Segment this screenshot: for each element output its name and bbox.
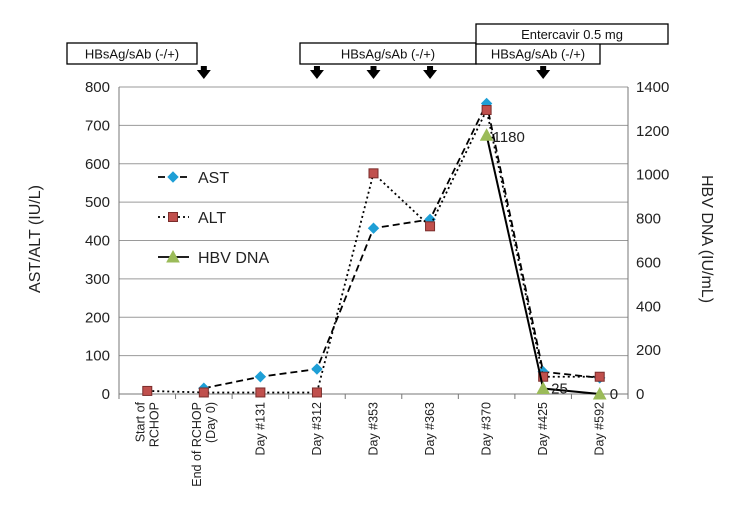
annotation-label: Entercavir 0.5 mg <box>521 27 623 42</box>
data-point-square <box>594 371 605 382</box>
x-tick-label: RCHOP <box>147 402 161 447</box>
series-line <box>203 100 600 390</box>
y-tick-label: 500 <box>85 194 110 211</box>
data-label: 1180 <box>493 129 525 146</box>
data-point-square <box>368 168 379 179</box>
y2-tick-label: 200 <box>636 342 661 359</box>
y2-tick-label: 0 <box>636 386 644 403</box>
legend-label: ALT <box>198 210 226 227</box>
down-arrow-icon <box>196 66 211 79</box>
y-tick-label: 200 <box>85 309 110 326</box>
data-point-square <box>481 105 492 116</box>
y-tick-label: 700 <box>85 117 110 134</box>
x-tick-label: Day #425 <box>536 402 550 456</box>
y-tick-label: 400 <box>85 233 110 250</box>
data-point-diamond <box>311 363 323 375</box>
x-tick-label: End of RCHOP <box>190 402 204 487</box>
grid <box>119 86 628 357</box>
down-arrow-icon <box>309 66 324 79</box>
x-tick-label: Day #370 <box>480 402 494 456</box>
data-point-diamond <box>167 171 179 183</box>
x-tick-label: Day #312 <box>310 402 324 456</box>
annotation-box <box>475 23 669 45</box>
annotation-label: HBsAg/sAb (-/+) <box>85 47 179 62</box>
y-tick-label: 800 <box>85 79 110 96</box>
data-point-square <box>311 387 322 398</box>
x-tick-label: Day #363 <box>423 402 437 456</box>
legend: AST ALT HBV DNA <box>158 170 269 267</box>
down-arrow-icon <box>366 66 381 79</box>
annotations: HBsAg/sAb (-/+) HBsAg/sAb (-/+) HBsAg/sAb … <box>66 23 669 79</box>
data-point-triangle <box>479 128 494 141</box>
y2-tick-label: 800 <box>636 211 661 228</box>
annotation-label: HBsAg/sAb (-/+) <box>341 47 435 62</box>
data-point-diamond <box>254 371 267 383</box>
data-label: 0 <box>610 386 618 403</box>
left-axis-ticks: 0 100 200 300 400 500 600 700 800 <box>85 79 110 403</box>
legend-label: AST <box>198 170 229 187</box>
x-tick-label: Start of <box>133 401 147 442</box>
y-tick-label: 600 <box>85 156 110 173</box>
y-tick-label: 0 <box>102 386 110 403</box>
y2-tick-label: 1200 <box>636 123 669 140</box>
data-label: 25 <box>551 381 568 398</box>
x-tick-label: Day #131 <box>253 402 267 456</box>
series-hbv-dna <box>479 128 607 400</box>
x-tick-label: (Day 0) <box>204 402 218 443</box>
data-labels: 1180 25 0 <box>493 129 618 403</box>
down-arrow-icon <box>423 66 438 79</box>
x-tick-label: Day #592 <box>593 402 607 456</box>
data-point-diamond <box>367 222 380 234</box>
legend-label: HBV DNA <box>198 250 269 267</box>
data-point-triangle <box>166 249 180 263</box>
annotation-box <box>66 42 198 65</box>
y2-tick-label: 1400 <box>636 79 669 96</box>
data-point-square <box>198 387 209 398</box>
y2-tick-label: 600 <box>636 254 661 271</box>
data-point-triangle <box>592 386 607 400</box>
y2-tick-label: 1000 <box>636 167 669 184</box>
data-point-square <box>425 221 436 232</box>
data-point-square <box>142 385 153 396</box>
y-axis-title: AST/ALT (IU/L) <box>27 185 44 293</box>
axes <box>118 87 629 399</box>
x-tick-label: Day #353 <box>367 402 381 456</box>
x-axis-ticks: Start of RCHOP End of RCHOP (Day 0) Day #131… <box>133 401 606 486</box>
down-arrow-icon <box>536 66 551 79</box>
right-axis-ticks: 0 200 400 600 800 1000 1200 1400 <box>636 79 669 403</box>
y2-tick-label: 400 <box>636 298 661 315</box>
annotation-label: HBsAg/sAb (-/+) <box>491 47 585 62</box>
data-point-square <box>538 371 549 382</box>
y-tick-label: 100 <box>85 348 110 365</box>
data-point-triangle <box>536 381 551 395</box>
y-tick-label: 300 <box>85 271 110 288</box>
series-alt <box>142 105 605 398</box>
data-point-square <box>255 387 266 398</box>
y2-axis-title: HBV DNA (IU/mL) <box>698 175 715 303</box>
series-ast <box>198 97 606 394</box>
data-point-square <box>168 212 178 222</box>
series-layer <box>142 97 607 400</box>
